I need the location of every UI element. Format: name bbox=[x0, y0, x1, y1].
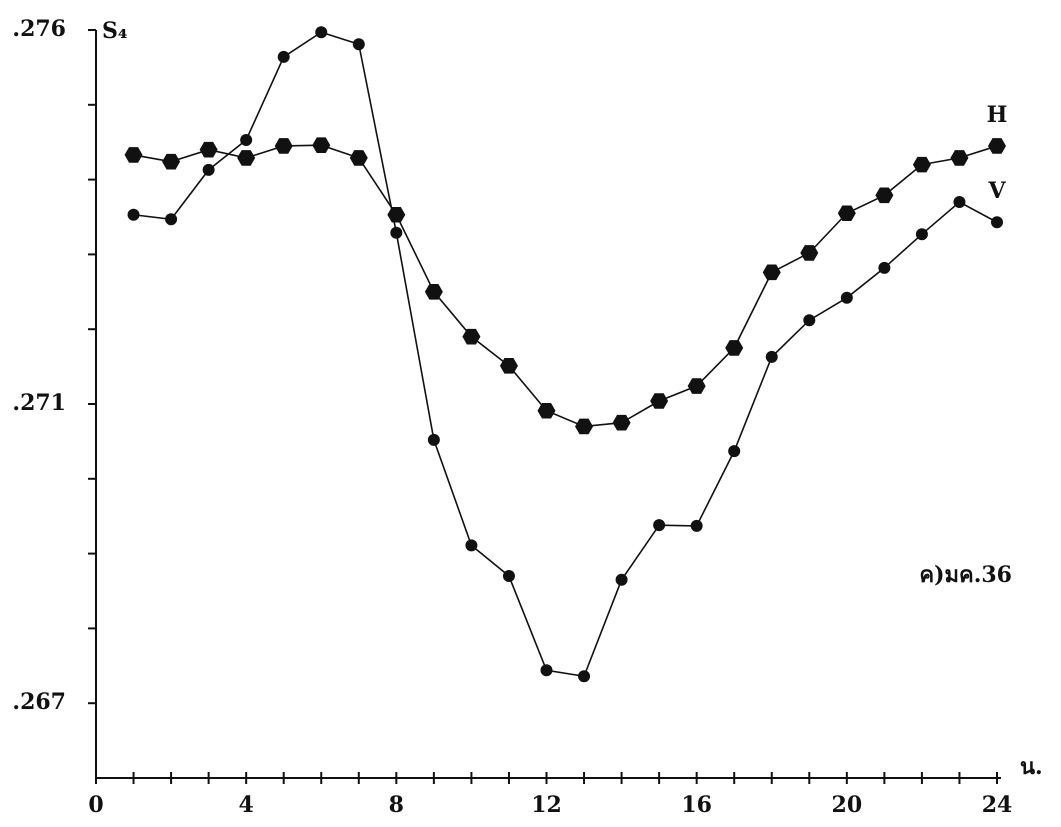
x-axis-label: น. bbox=[1020, 754, 1043, 780]
marker bbox=[575, 418, 594, 435]
marker bbox=[352, 38, 365, 51]
marker bbox=[728, 445, 741, 458]
marker bbox=[762, 264, 781, 281]
marker bbox=[837, 205, 856, 222]
marker bbox=[650, 393, 669, 409]
y-tick-label: .271 bbox=[12, 390, 66, 416]
marker bbox=[199, 141, 218, 158]
marker bbox=[803, 314, 816, 327]
marker bbox=[165, 213, 178, 226]
series-line bbox=[133, 144, 998, 428]
marker bbox=[950, 150, 969, 166]
x-tick-label: 16 bbox=[681, 792, 712, 818]
x-tick-label: 24 bbox=[982, 792, 1013, 818]
marker bbox=[127, 208, 140, 221]
marker bbox=[537, 402, 556, 419]
series-label: H bbox=[987, 102, 1008, 128]
marker bbox=[124, 147, 143, 163]
annotation: ค)มค.36 bbox=[919, 562, 1012, 588]
x-tick-label: 0 bbox=[88, 792, 103, 818]
marker bbox=[912, 156, 931, 173]
series-line bbox=[133, 31, 998, 678]
marker bbox=[390, 226, 403, 239]
marker bbox=[578, 670, 591, 683]
marker bbox=[612, 414, 631, 431]
marker bbox=[875, 187, 894, 204]
marker bbox=[690, 519, 703, 532]
marker bbox=[387, 206, 406, 223]
marker bbox=[312, 137, 331, 153]
marker bbox=[240, 133, 253, 146]
marker bbox=[915, 228, 928, 241]
y-tick-label: .276 bbox=[12, 16, 66, 42]
marker bbox=[427, 433, 440, 446]
marker bbox=[615, 573, 628, 586]
marker bbox=[349, 150, 368, 166]
marker bbox=[540, 664, 553, 677]
y-tick-label: .267 bbox=[12, 689, 66, 715]
marker bbox=[653, 519, 666, 532]
series-label: V bbox=[987, 178, 1006, 204]
marker bbox=[237, 150, 256, 166]
marker bbox=[202, 163, 215, 176]
marker bbox=[988, 138, 1006, 154]
marker bbox=[800, 245, 819, 261]
marker bbox=[953, 196, 966, 209]
marker bbox=[878, 261, 891, 274]
x-tick-label: 12 bbox=[531, 792, 562, 818]
marker bbox=[274, 138, 293, 154]
marker bbox=[462, 328, 481, 345]
marker bbox=[687, 378, 706, 394]
marker bbox=[162, 153, 181, 170]
x-tick-label: 8 bbox=[389, 792, 404, 818]
marker bbox=[499, 358, 518, 374]
marker bbox=[424, 284, 443, 300]
marker bbox=[840, 291, 853, 304]
marker bbox=[465, 539, 478, 552]
y-axis-label: S₄ bbox=[102, 18, 128, 44]
marker bbox=[502, 570, 515, 583]
marker bbox=[991, 216, 1003, 229]
x-tick-label: 20 bbox=[832, 792, 863, 818]
x-tick-label: 4 bbox=[239, 792, 254, 818]
marker bbox=[277, 50, 290, 63]
marker bbox=[315, 26, 328, 39]
marker bbox=[725, 340, 744, 356]
marker bbox=[765, 350, 778, 363]
